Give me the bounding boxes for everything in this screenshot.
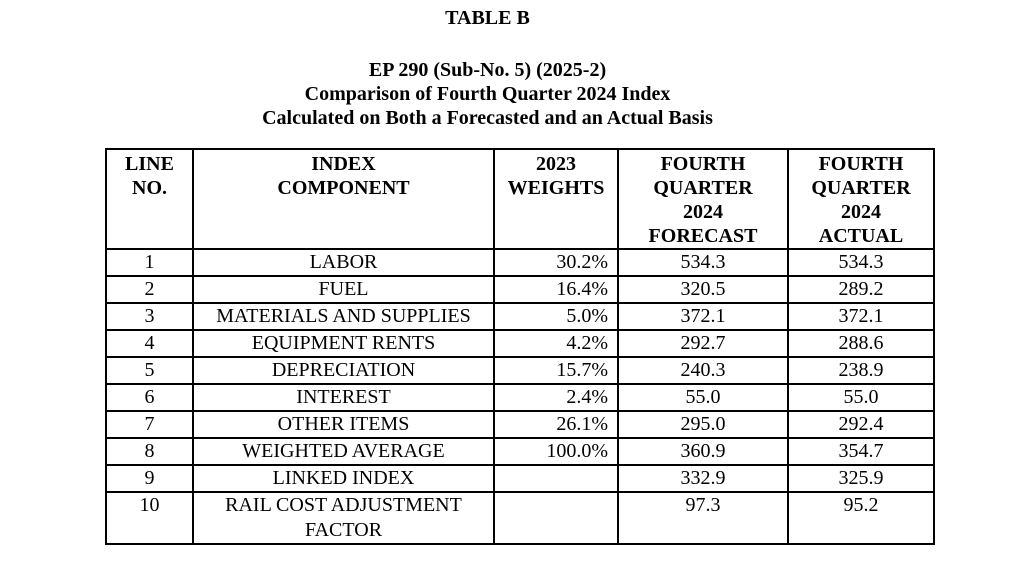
weight-cell: 15.7% (493, 356, 619, 385)
component-cell: OTHER ITEMS (192, 410, 495, 439)
line-no-cell: 4 (105, 329, 194, 358)
forecast-cell: 320.5 (617, 275, 789, 304)
forecast-cell: 534.3 (617, 248, 789, 277)
subtitle-line-basis: Calculated on Both a Forecasted and an A… (262, 107, 713, 129)
component-cell: WEIGHTED AVERAGE (192, 437, 495, 466)
weight-cell: 16.4% (493, 275, 619, 304)
weight-cell (493, 491, 619, 545)
forecast-cell: 97.3 (617, 491, 789, 545)
line-no-cell: 6 (105, 383, 194, 412)
table-label: TABLE B (445, 7, 530, 29)
forecast-cell: 55.0 (617, 383, 789, 412)
table-row: 6 INTEREST 2.4% 55.0 55.0 (105, 383, 935, 412)
actual-cell: 95.2 (787, 491, 935, 545)
table-row: 9 LINKED INDEX 332.9 325.9 (105, 464, 935, 493)
actual-cell: 292.4 (787, 410, 935, 439)
forecast-cell: 240.3 (617, 356, 789, 385)
column-header-actual: FOURTH QUARTER 2024 ACTUAL (787, 148, 935, 250)
actual-cell: 354.7 (787, 437, 935, 466)
component-cell: DEPRECIATION (192, 356, 495, 385)
table-header: LINE NO. INDEX COMPONENT 2023 WEIGHTS FO… (105, 148, 935, 250)
table-row: 5 DEPRECIATION 15.7% 240.3 238.9 (105, 356, 935, 385)
line-no-cell: 7 (105, 410, 194, 439)
actual-cell: 534.3 (787, 248, 935, 277)
component-cell: LABOR (192, 248, 495, 277)
weight-cell: 2.4% (493, 383, 619, 412)
component-cell: RAIL COST ADJUSTMENT FACTOR (192, 491, 495, 545)
actual-cell: 238.9 (787, 356, 935, 385)
column-header-forecast: FOURTH QUARTER 2024 FORECAST (617, 148, 789, 250)
subtitle-line-comparison: Comparison of Fourth Quarter 2024 Index (304, 83, 671, 105)
actual-cell: 288.6 (787, 329, 935, 358)
actual-cell: 289.2 (787, 275, 935, 304)
table-row: 3 MATERIALS AND SUPPLIES 5.0% 372.1 372.… (105, 302, 935, 331)
weight-cell: 4.2% (493, 329, 619, 358)
table-row: 4 EQUIPMENT RENTS 4.2% 292.7 288.6 (105, 329, 935, 358)
forecast-cell: 292.7 (617, 329, 789, 358)
table-row: 8 WEIGHTED AVERAGE 100.0% 360.9 354.7 (105, 437, 935, 466)
line-no-cell: 2 (105, 275, 194, 304)
line-no-cell: 10 (105, 491, 194, 545)
forecast-cell: 360.9 (617, 437, 789, 466)
actual-cell: 325.9 (787, 464, 935, 493)
table-row: 10 RAIL COST ADJUSTMENT FACTOR 97.3 95.2 (105, 491, 935, 545)
line-no-cell: 1 (105, 248, 194, 277)
component-cell: FUEL (192, 275, 495, 304)
column-header-weights: 2023 WEIGHTS (493, 148, 619, 250)
weight-cell: 5.0% (493, 302, 619, 331)
component-cell: LINKED INDEX (192, 464, 495, 493)
weight-cell: 100.0% (493, 437, 619, 466)
document-subtitle: EP 290 (Sub-No. 5) (2025-2) Comparison o… (0, 58, 975, 130)
weight-cell: 30.2% (493, 248, 619, 277)
table-row: 1 LABOR 30.2% 534.3 534.3 (105, 248, 935, 277)
line-no-cell: 9 (105, 464, 194, 493)
table-row: 2 FUEL 16.4% 320.5 289.2 (105, 275, 935, 304)
table-row: 7 OTHER ITEMS 26.1% 295.0 292.4 (105, 410, 935, 439)
weight-cell: 26.1% (493, 410, 619, 439)
component-cell: MATERIALS AND SUPPLIES (192, 302, 495, 331)
forecast-cell: 295.0 (617, 410, 789, 439)
actual-cell: 55.0 (787, 383, 935, 412)
column-header-line-no: LINE NO. (105, 148, 194, 250)
forecast-cell: 372.1 (617, 302, 789, 331)
line-no-cell: 8 (105, 437, 194, 466)
table-body: 1 LABOR 30.2% 534.3 534.3 2 FUEL 16.4% 3… (105, 248, 935, 545)
column-header-component: INDEX COMPONENT (192, 148, 495, 250)
index-comparison-table: LINE NO. INDEX COMPONENT 2023 WEIGHTS FO… (105, 148, 935, 545)
actual-cell: 372.1 (787, 302, 935, 331)
forecast-cell: 332.9 (617, 464, 789, 493)
component-cell: EQUIPMENT RENTS (192, 329, 495, 358)
line-no-cell: 3 (105, 302, 194, 331)
component-cell: INTEREST (192, 383, 495, 412)
weight-cell (493, 464, 619, 493)
subtitle-line-docket: EP 290 (Sub-No. 5) (2025-2) (368, 59, 607, 81)
line-no-cell: 5 (105, 356, 194, 385)
table-header-row: LINE NO. INDEX COMPONENT 2023 WEIGHTS FO… (105, 148, 935, 250)
